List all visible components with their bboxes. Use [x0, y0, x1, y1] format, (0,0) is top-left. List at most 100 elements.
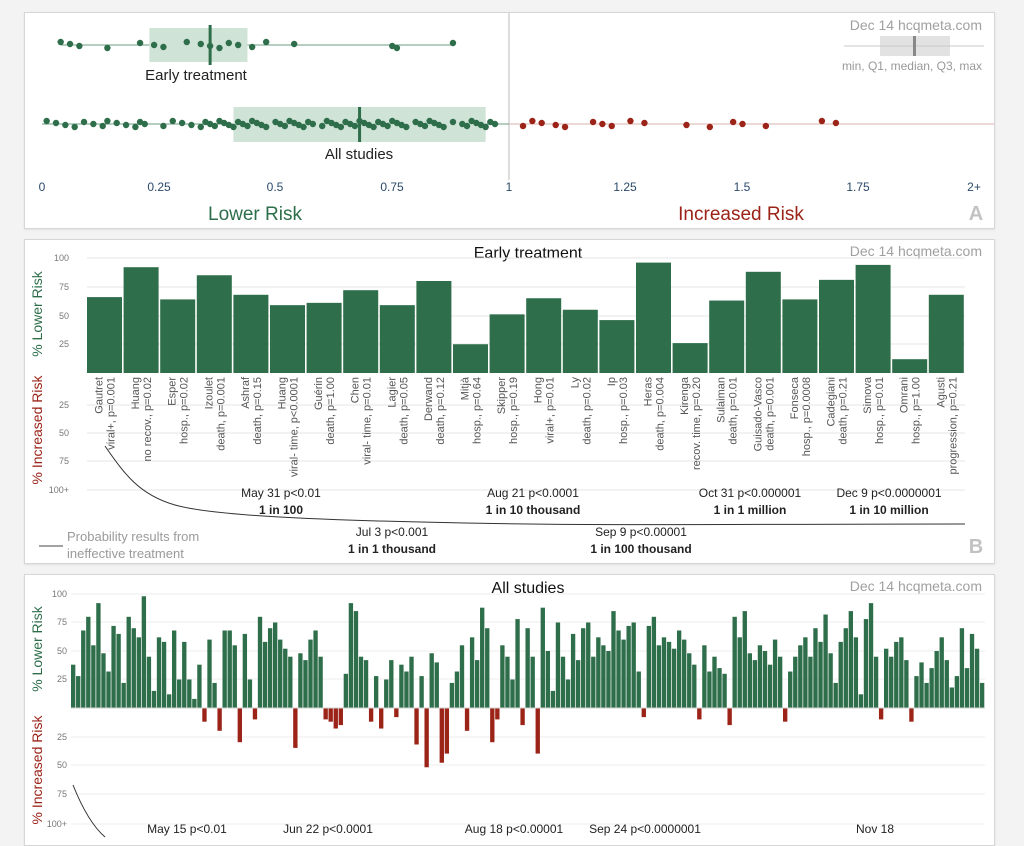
data-point — [421, 122, 429, 130]
study-bar — [606, 651, 611, 708]
data-point — [729, 118, 737, 126]
study-bar — [924, 682, 929, 708]
study-bar — [288, 656, 293, 708]
data-point — [244, 122, 251, 130]
study-bar — [863, 619, 869, 708]
annotation-date: Nov 18 — [856, 822, 894, 836]
study-bar — [601, 645, 606, 708]
study-outcome: death, p=0.001 — [764, 377, 776, 451]
panel-c-static: Dec 14 hcqmeta.com — [850, 578, 982, 594]
study-bar — [591, 656, 596, 708]
study-bar — [745, 271, 781, 373]
study-bar — [257, 616, 263, 708]
study-bar — [87, 297, 122, 373]
study-bar — [964, 668, 970, 708]
study-bar — [453, 344, 488, 373]
study-outcome: no recov., p=0.02 — [142, 377, 154, 462]
data-point — [393, 44, 401, 52]
study-bar — [843, 628, 848, 708]
study-bar — [424, 708, 429, 768]
study-bar — [892, 359, 928, 373]
annotation-probability: 1 in 1 thousand — [348, 542, 436, 556]
annotation-date: Oct 31 p<0.000001 — [699, 486, 802, 500]
probability-curve — [104, 445, 966, 526]
data-point — [739, 120, 746, 128]
study-outcome: hosp., p=0.02 — [179, 377, 191, 444]
study-bar — [692, 664, 697, 708]
study-outcome: viral+, p=0.001 — [106, 377, 118, 450]
data-point — [57, 38, 64, 46]
study-bar — [838, 641, 843, 708]
study-bar — [575, 660, 581, 708]
panel-b-plot: Early treatment % Lower Risk % Increased R… — [29, 245, 966, 556]
study-bar — [328, 708, 333, 722]
panel-a-plot: 0 0.25 0.5 0.75 1 1.25 1.5 1.75 2+ Early treatmen… — [39, 25, 981, 194]
study-bar — [384, 679, 389, 708]
data-point — [519, 122, 527, 130]
study-name: Skipper — [496, 377, 508, 415]
data-point — [589, 118, 597, 126]
panel-c-plot: All studies% Lower Risk% Increased Risk1… — [29, 580, 985, 838]
study-bar — [480, 607, 485, 708]
study-bar — [490, 708, 495, 743]
study-bar — [485, 628, 490, 708]
study-bar — [767, 664, 773, 708]
data-point — [132, 123, 139, 131]
x-tick-label: 2+ — [967, 180, 981, 194]
data-point — [206, 42, 214, 50]
study-name: Ly — [569, 377, 581, 389]
study-name: Cadegiani — [826, 377, 838, 427]
study-bar — [949, 687, 954, 708]
study-outcome: hosp., p=0.03 — [618, 377, 630, 444]
study-bar — [783, 708, 788, 722]
study-bar — [818, 641, 823, 708]
study-bar — [707, 671, 712, 708]
study-bar — [500, 645, 505, 708]
y-tick-label: 50 — [57, 646, 67, 656]
study-bar — [156, 637, 162, 708]
study-bar — [379, 305, 415, 373]
study-bar — [646, 625, 652, 708]
study-bar — [828, 653, 833, 708]
study-bar — [270, 305, 305, 373]
y-tick-label: 50 — [59, 311, 69, 321]
study-bar — [737, 637, 742, 708]
study-bar — [298, 653, 303, 708]
study-bar — [338, 708, 343, 726]
study-bar — [717, 668, 722, 708]
study-bar — [562, 309, 598, 373]
data-point — [211, 122, 218, 130]
study-bar — [313, 630, 318, 708]
study-bar — [333, 708, 338, 729]
study-name: Chen — [350, 377, 362, 403]
study-outcome: death, p=0.21 — [838, 377, 850, 445]
study-outcome: recov. time, p=0.20 — [691, 377, 703, 470]
data-point — [248, 43, 256, 51]
data-point — [43, 117, 50, 125]
data-point — [561, 123, 569, 131]
panel-b-svg: Dec 14 hcqmeta.com B Probability results… — [29, 243, 983, 561]
data-point — [122, 121, 130, 129]
study-bar — [505, 656, 510, 708]
study-bar — [116, 633, 121, 708]
y-tick-label: 25 — [59, 400, 69, 410]
study-bar — [161, 641, 167, 708]
study-bar — [813, 628, 818, 708]
study-bar — [101, 653, 106, 708]
study-bar — [217, 708, 222, 731]
data-point — [762, 122, 770, 130]
study-name: Ashraf — [240, 376, 252, 409]
y-tick-label: 25 — [59, 339, 69, 349]
data-point — [706, 123, 714, 131]
study-bar — [565, 679, 571, 708]
study-bar — [682, 639, 687, 708]
study-bar — [196, 275, 232, 373]
study-name: Esper — [167, 377, 179, 406]
study-bar — [939, 637, 944, 708]
study-bar — [464, 708, 470, 731]
data-point — [337, 123, 345, 131]
study-bar — [495, 708, 500, 720]
study-bar — [752, 660, 758, 708]
data-point — [309, 120, 317, 128]
study-bar — [283, 648, 288, 708]
